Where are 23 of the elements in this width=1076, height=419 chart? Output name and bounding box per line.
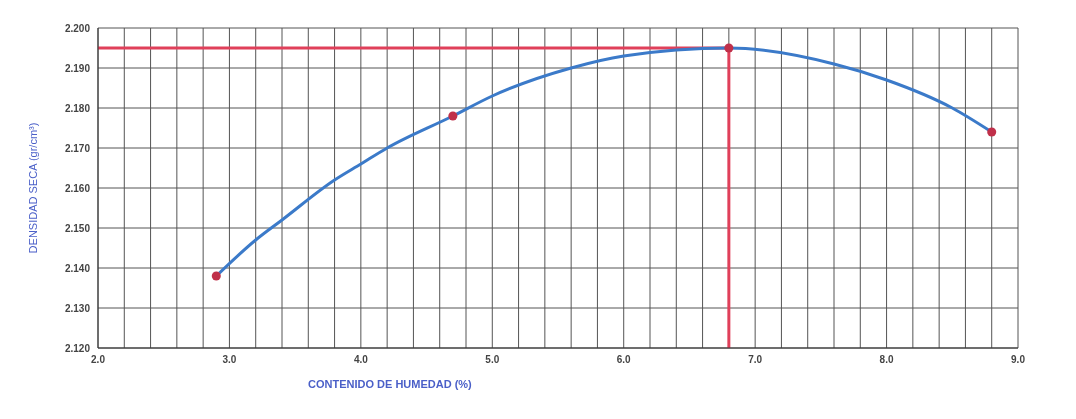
x-tick-label: 6.0 <box>616 354 632 366</box>
y-tick-label: 2.160 <box>64 182 91 194</box>
y-tick-label: 2.190 <box>64 62 91 74</box>
x-tick-label: 9.0 <box>1011 354 1026 366</box>
y-tick-label: 2.120 <box>64 342 91 354</box>
y-tick-label: 2.180 <box>64 102 91 114</box>
y-tick-label: 2.140 <box>64 262 91 274</box>
point <box>987 127 997 137</box>
y-tick-label: 2.130 <box>64 302 91 314</box>
point <box>448 111 458 121</box>
point <box>211 271 221 281</box>
y-tick-label: 2.200 <box>64 22 91 34</box>
y-tick-label: 2.150 <box>64 222 91 234</box>
y-tick-label: 2.170 <box>64 142 91 154</box>
x-tick-label: 4.0 <box>353 354 369 366</box>
x-axis-title: CONTENIDO DE HUMEDAD (%) <box>308 378 473 390</box>
x-tick-label: 7.0 <box>748 354 763 366</box>
y-axis-title: DENSIDAD SECA (gr/cm³) <box>26 122 39 254</box>
x-tick-label: 5.0 <box>485 354 500 366</box>
x-tick-label: 8.0 <box>879 354 894 366</box>
x-tick-label: 3.0 <box>222 354 237 366</box>
x-tick-label: 2.0 <box>91 354 106 366</box>
point <box>724 43 734 53</box>
